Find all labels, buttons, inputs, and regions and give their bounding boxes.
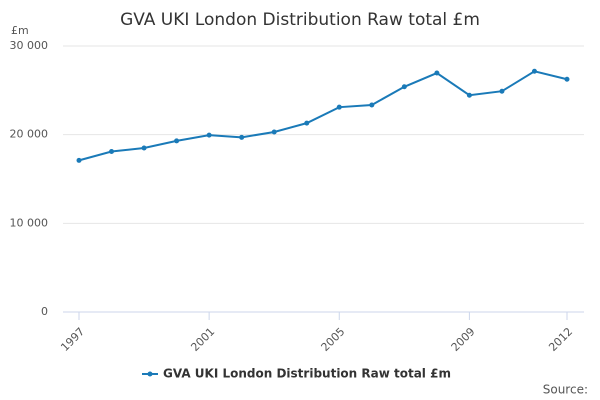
data-point — [271, 129, 277, 135]
data-point — [564, 76, 570, 82]
legend-label: GVA UKI London Distribution Raw total £m — [163, 367, 451, 381]
x-tick-label: 2009 — [449, 325, 478, 354]
data-point — [109, 149, 115, 155]
data-point — [206, 132, 212, 138]
x-tick-label: 2001 — [188, 325, 217, 354]
y-tick-label: 10 000 — [10, 216, 49, 229]
y-unit: £m — [11, 24, 29, 37]
data-point — [76, 157, 82, 163]
y-tick-label: 0 — [41, 305, 48, 318]
y-tick-label: 30 000 — [10, 39, 49, 52]
y-tick-label: 20 000 — [10, 128, 49, 141]
data-point — [401, 84, 407, 90]
source: Source: — [543, 383, 588, 397]
chart-title: GVA UKI London Distribution Raw total £m — [120, 10, 480, 30]
x-tick-label: 1997 — [58, 325, 87, 354]
data-point — [304, 120, 310, 126]
data-point — [531, 68, 537, 74]
data-point — [466, 92, 472, 98]
data-point — [434, 70, 440, 76]
data-point — [141, 145, 147, 151]
data-point — [369, 102, 375, 108]
data-point — [336, 104, 342, 110]
data-point — [239, 134, 245, 140]
x-tick-label: 2005 — [319, 325, 348, 354]
data-line — [78, 70, 568, 162]
legend-marker — [147, 371, 153, 377]
x-tick-label: 2012 — [546, 325, 575, 354]
data-point — [174, 138, 180, 144]
data-point — [499, 88, 505, 94]
